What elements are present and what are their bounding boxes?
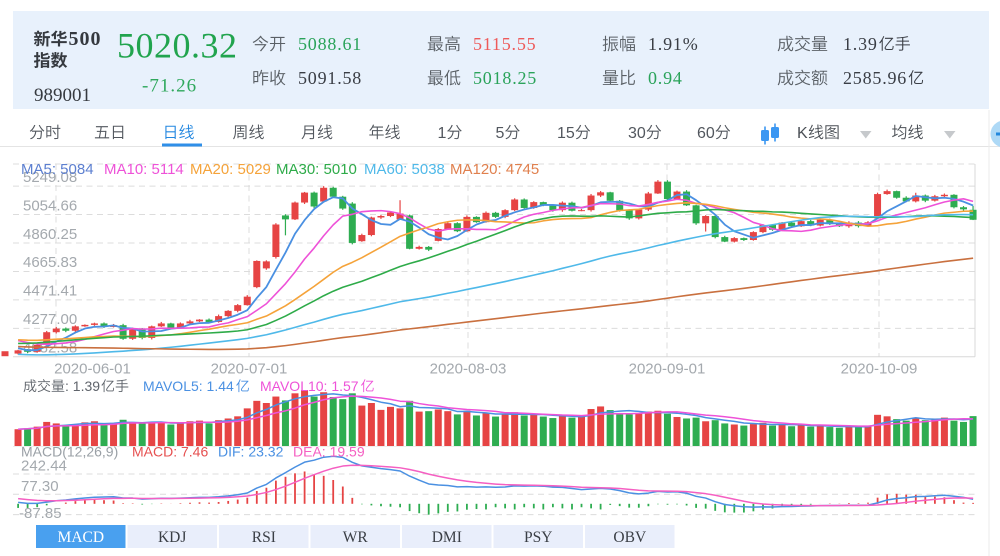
svg-text:MAVOL5: 1.44: MAVOL5: 1.44 xyxy=(143,378,234,394)
svg-text:4471.41: 4471.41 xyxy=(23,283,77,300)
svg-text:5: 5 xyxy=(496,125,505,142)
svg-text:2020-06-01: 2020-06-01 xyxy=(54,361,131,378)
svg-text:DMI: DMI xyxy=(432,529,462,546)
svg-text:WR: WR xyxy=(343,529,369,546)
svg-text:5115.55: 5115.55 xyxy=(473,34,536,54)
svg-text:1: 1 xyxy=(438,125,447,142)
svg-text:2020-08-03: 2020-08-03 xyxy=(430,361,507,378)
svg-text:1.39: 1.39 xyxy=(843,34,878,54)
svg-text:MA60: 5038: MA60: 5038 xyxy=(364,161,445,178)
svg-text:K: K xyxy=(797,125,808,142)
svg-text:MA120: 4745: MA120: 4745 xyxy=(450,161,539,178)
svg-text:0.94: 0.94 xyxy=(648,68,683,88)
svg-text:4860.25: 4860.25 xyxy=(23,226,77,243)
svg-text:4277.00: 4277.00 xyxy=(23,311,77,328)
svg-text:MA10: 5114: MA10: 5114 xyxy=(104,161,184,178)
svg-text:242.44: 242.44 xyxy=(21,458,67,475)
svg-text:2020-07-01: 2020-07-01 xyxy=(211,361,288,378)
svg-text:MAVOL10: 1.57: MAVOL10: 1.57 xyxy=(260,378,359,394)
svg-text:DIF: 23.32: DIF: 23.32 xyxy=(218,444,284,460)
svg-text:MACD: MACD xyxy=(58,529,105,546)
svg-text:1.91%: 1.91% xyxy=(648,34,699,54)
svg-text:MA30: 5010: MA30: 5010 xyxy=(276,161,357,178)
svg-text:5054.66: 5054.66 xyxy=(23,197,77,214)
svg-text:5020.32: 5020.32 xyxy=(117,26,238,66)
svg-text:MACD(12,26,9): MACD(12,26,9) xyxy=(21,444,118,460)
svg-text:DEA: 19.59: DEA: 19.59 xyxy=(293,444,365,460)
svg-text:-87.85: -87.85 xyxy=(19,505,62,522)
svg-text:5091.58: 5091.58 xyxy=(298,68,362,88)
svg-text:MA5: 5084: MA5: 5084 xyxy=(21,161,94,178)
svg-text:2020-10-09: 2020-10-09 xyxy=(841,361,918,378)
svg-text:RSI: RSI xyxy=(252,529,276,546)
svg-text:KDJ: KDJ xyxy=(158,529,186,546)
svg-text:15: 15 xyxy=(557,125,575,142)
svg-text:MA20: 5029: MA20: 5029 xyxy=(190,161,271,178)
svg-text:4665.83: 4665.83 xyxy=(23,254,77,271)
svg-text:PSY: PSY xyxy=(524,529,552,546)
svg-text:30: 30 xyxy=(628,125,646,142)
svg-text:: 1.39: : 1.39 xyxy=(65,378,100,394)
svg-text:60: 60 xyxy=(697,125,715,142)
svg-text:989001: 989001 xyxy=(34,85,91,106)
svg-text:OBV: OBV xyxy=(613,529,647,546)
svg-text:-71.26: -71.26 xyxy=(142,76,197,97)
svg-text:77.30: 77.30 xyxy=(21,478,59,495)
svg-text:MACD: 7.46: MACD: 7.46 xyxy=(132,444,208,460)
svg-text:5018.25: 5018.25 xyxy=(473,68,537,88)
svg-text:500: 500 xyxy=(69,28,102,50)
svg-text:2585.96: 2585.96 xyxy=(843,68,907,88)
svg-text:2020-09-01: 2020-09-01 xyxy=(629,361,706,378)
svg-text:5249.08: 5249.08 xyxy=(23,169,77,186)
svg-text:5088.61: 5088.61 xyxy=(298,34,362,54)
